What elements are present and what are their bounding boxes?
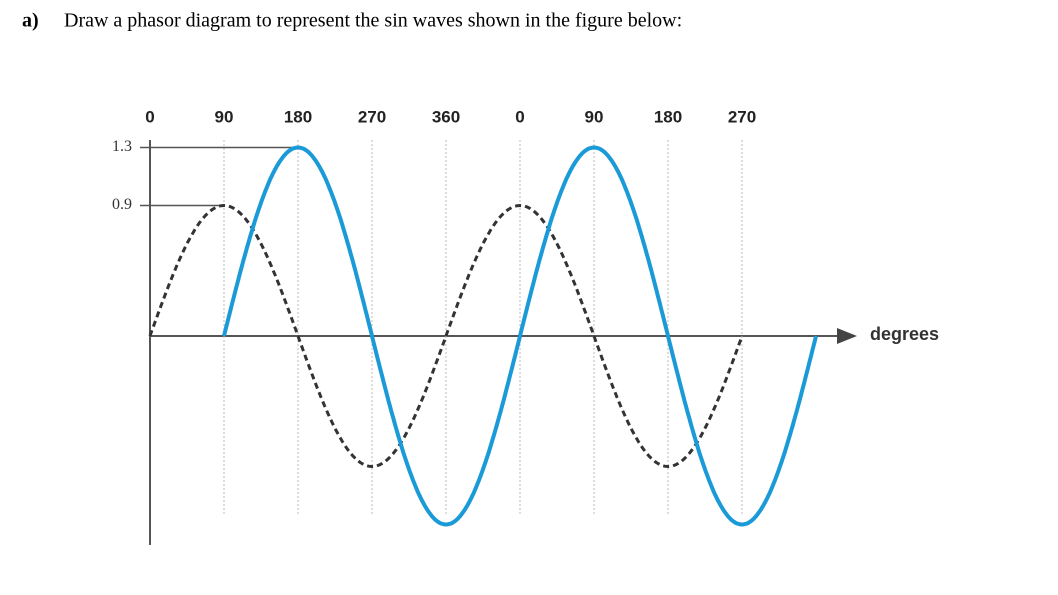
top-label: 180 [284,107,312,126]
x-axis-label: degrees [870,324,939,344]
y-tick-label: 0.9 [112,196,132,213]
y-tick-label: 1.3 [112,138,132,155]
question-text: Draw a phasor diagram to represent the s… [64,10,682,32]
top-label: 90 [585,107,604,126]
wave [148,203,744,469]
question-label: a) [22,10,39,32]
top-label: 270 [728,107,756,126]
top-label: 90 [215,107,234,126]
top-label: 270 [358,107,386,126]
top-label: 360 [432,107,460,126]
top-label: 180 [654,107,682,126]
top-label: 0 [145,107,154,126]
top-label: 0 [515,107,524,126]
wave [222,145,818,527]
